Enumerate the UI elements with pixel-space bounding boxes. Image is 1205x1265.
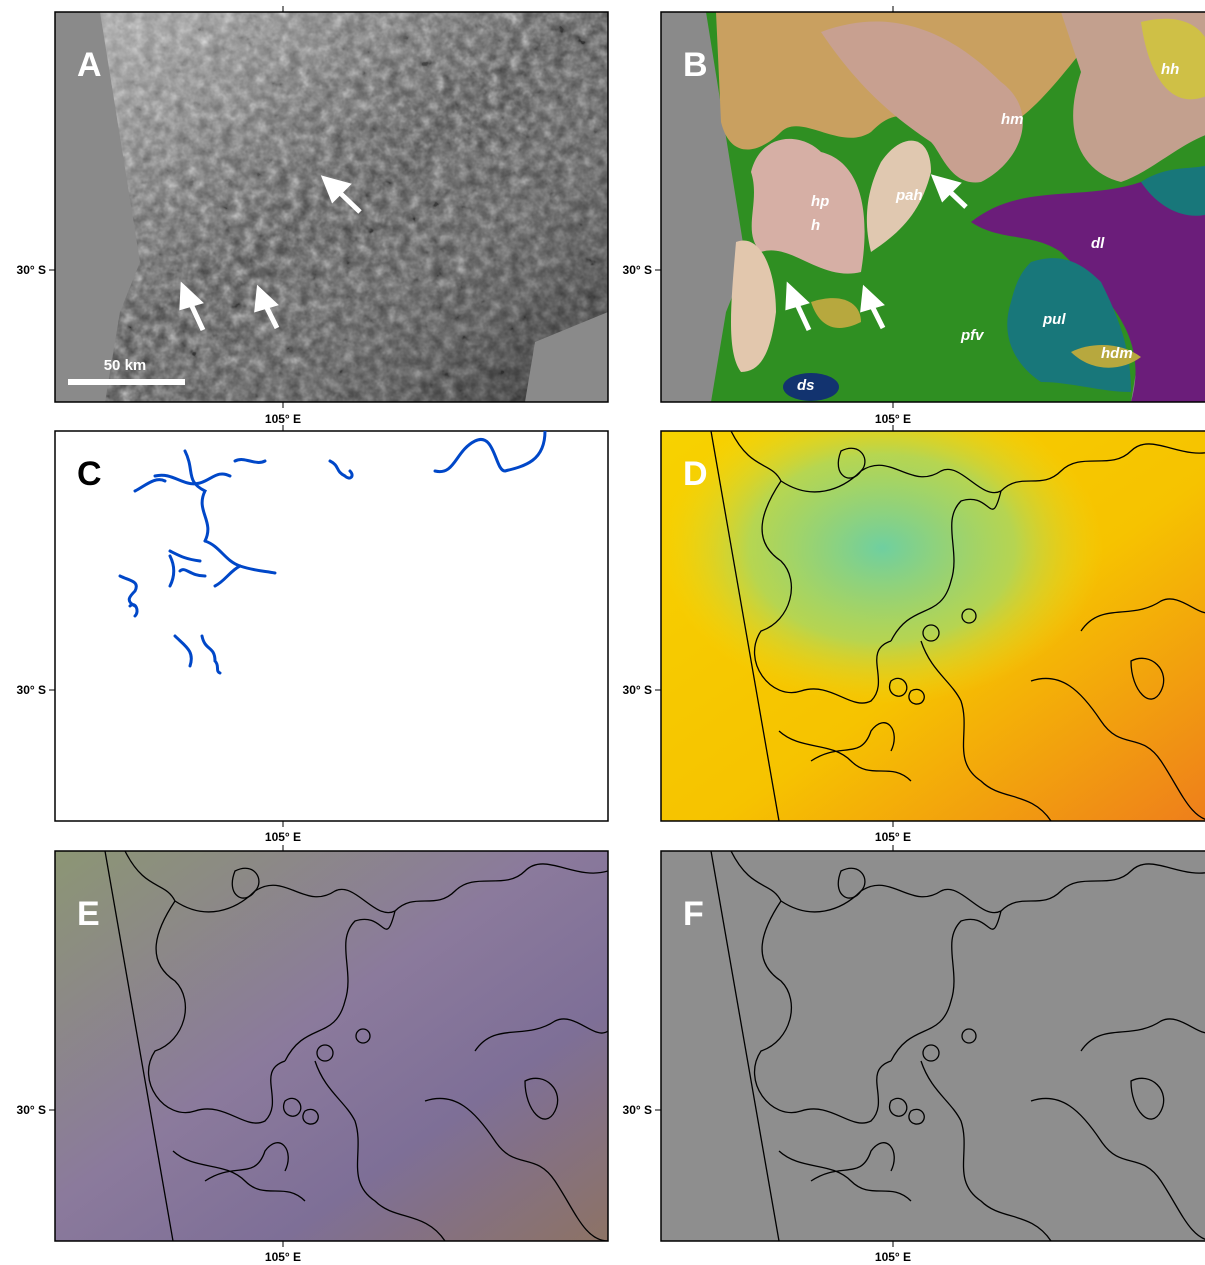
lon-label: 105° E <box>875 830 911 844</box>
frame <box>54 11 609 403</box>
raster-low <box>661 431 1205 821</box>
scale-label: 50 km <box>104 357 147 374</box>
unit-labels: hh hm hp h pah dl pul pfv hdm ds <box>797 61 1179 394</box>
frame <box>660 850 1205 1242</box>
map-shape <box>173 634 193 668</box>
panel-label: D <box>683 455 708 493</box>
lat-label: 30° S <box>623 263 652 277</box>
channels <box>118 431 547 675</box>
lat-label: 30° S <box>17 263 46 277</box>
unit-label: dl <box>1091 235 1105 252</box>
map-shape <box>128 603 139 618</box>
map-shape <box>1141 165 1205 216</box>
lat-label: 30° S <box>17 1103 46 1117</box>
unit-label: h <box>811 217 820 234</box>
map-shape <box>328 459 354 480</box>
map-shape <box>860 284 885 313</box>
scale-bar <box>68 379 185 385</box>
map-shape <box>187 300 206 332</box>
panel-d: D <box>660 430 1205 822</box>
lon-label: 105° E <box>265 412 301 426</box>
map-shape <box>213 564 242 588</box>
unit-label: hh <box>1161 61 1179 78</box>
panel-c: C <box>54 430 609 822</box>
panel-label: A <box>77 46 102 84</box>
map-shape <box>661 12 746 402</box>
map-shape <box>930 174 962 203</box>
map-shape <box>793 300 812 332</box>
unit-pah <box>866 140 931 252</box>
lat-label: 30° S <box>17 683 46 697</box>
lon-label: 105° E <box>875 1250 911 1264</box>
unit-label: hdm <box>1101 345 1133 362</box>
panel-label: B <box>683 46 708 84</box>
map-shape <box>203 539 277 575</box>
unit-dl <box>971 179 1205 402</box>
unit-label: hp <box>811 193 829 210</box>
map-shape <box>55 851 608 1241</box>
unit-label: ds <box>797 377 815 394</box>
unit-label: hm <box>1001 111 1024 128</box>
frame <box>54 430 609 822</box>
map-shape <box>200 634 222 675</box>
map-shape <box>179 281 204 311</box>
tick-labels: 30° S 105° E 30° S 105° E 30° S 105° E 3… <box>17 263 912 1264</box>
map-shape <box>821 21 1023 183</box>
map-shape <box>183 449 210 543</box>
map-shape <box>168 554 176 588</box>
map-shape <box>168 549 202 563</box>
lat-label: 30° S <box>623 1103 652 1117</box>
map-shape <box>811 298 861 328</box>
map-shape <box>433 431 547 474</box>
panel-f: F <box>660 850 1205 1242</box>
unit-label: pah <box>895 187 923 204</box>
lon-label: 105° E <box>265 830 301 844</box>
frame <box>660 11 1205 403</box>
panel-b: B hh hm hp h pah dl pul pfv hdm ds <box>660 11 1205 403</box>
panel-label: C <box>77 455 102 493</box>
map-shape <box>785 281 810 311</box>
arrows <box>785 174 968 332</box>
map-shape <box>254 284 279 313</box>
map-shape <box>661 431 1205 821</box>
panel-label: E <box>77 895 100 933</box>
map-shape <box>55 12 608 402</box>
unit-ds <box>783 373 839 401</box>
lon-label: 105° E <box>875 412 911 426</box>
panel-e: E <box>54 850 609 1242</box>
unit-hdm <box>1071 345 1141 368</box>
map-shape <box>661 12 1205 402</box>
panel-a: A 50 km <box>54 11 609 403</box>
frame <box>660 430 1205 822</box>
unit-hh <box>1141 18 1205 100</box>
map-shape <box>661 851 1205 1241</box>
raster <box>661 851 1205 1241</box>
no-data <box>525 312 608 402</box>
map-shape <box>118 574 138 608</box>
no-data <box>55 12 140 402</box>
panel-label: F <box>683 895 704 933</box>
raster <box>55 851 608 1241</box>
unit-hp <box>751 138 865 274</box>
lon-label: 105° E <box>265 1250 301 1264</box>
map-shape <box>153 472 232 486</box>
map-shape <box>133 478 167 493</box>
frame <box>54 850 609 1242</box>
unit-label: pfv <box>960 327 985 344</box>
unit-label: pul <box>1042 311 1066 328</box>
radar-shading <box>55 12 608 402</box>
map-shape <box>731 240 776 372</box>
map-shape <box>178 568 207 578</box>
map-shape <box>233 458 267 464</box>
axis-labels <box>49 6 894 1247</box>
map-shape <box>320 175 352 204</box>
arrows <box>179 175 362 332</box>
lat-label: 30° S <box>623 683 652 697</box>
